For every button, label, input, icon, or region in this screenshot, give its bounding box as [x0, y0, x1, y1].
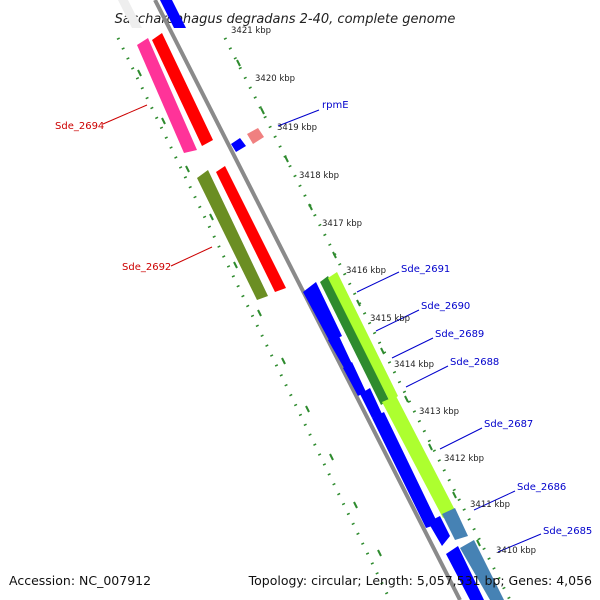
tick-label: 3415 kbp [370, 314, 410, 324]
gene-label-sde-2685: Sde_2685 [543, 526, 592, 537]
topology-text: Topology: circular; Length: 5,057,531 bp… [248, 573, 592, 588]
gene-label-sde-2688: Sde_2688 [450, 357, 499, 368]
tick-label: 3414 kbp [394, 360, 434, 370]
map-title: Saccharophagus degradans 2-40, complete … [115, 12, 456, 27]
cds-blue-1 [303, 282, 342, 342]
tick-label: 3413 kbp [419, 407, 459, 417]
major-tick-marks-right [236, 59, 481, 547]
gene-label-sde-2687: Sde_2687 [484, 419, 533, 430]
tick-label: 3410 kbp [496, 546, 536, 556]
cds-sde-2691-lime [328, 272, 398, 402]
gene-label-sde-2690: Sde_2690 [421, 301, 470, 312]
tick-label: 3421 kbp [231, 26, 271, 36]
cds-steel-1 [442, 508, 468, 540]
cds-blue-3 [343, 362, 366, 396]
cds-blue-4 [360, 388, 382, 418]
cds-red-lower [216, 166, 286, 292]
cds-sde-2694 [137, 38, 197, 153]
cds-steel-2 [460, 540, 504, 600]
cds-blue-7 [446, 546, 484, 600]
tick-label: 3420 kbp [255, 74, 295, 84]
cds-blue-5 [372, 412, 438, 528]
leader-sde-2694 [102, 104, 148, 125]
cds-sde-2692 [197, 170, 268, 300]
tick-label: 3411 kbp [470, 500, 510, 510]
tick-label: 3419 kbp [277, 123, 317, 133]
gene-label-sde-2691: Sde_2691 [401, 264, 450, 275]
gene-label-sde-2694: Sde_2694 [55, 121, 104, 132]
leader-rpme [277, 109, 320, 127]
gene-label-sde-2686: Sde_2686 [517, 482, 566, 493]
leader-sde-2690 [375, 309, 420, 332]
gene-label-sde-2689: Sde_2689 [435, 329, 484, 340]
leader-sde-2691 [356, 271, 400, 293]
leader-sde-2692 [170, 246, 213, 267]
cds-top-white [118, 0, 142, 28]
gene-label-rpme: rpmE [322, 100, 349, 111]
tick-label: 3412 kbp [444, 454, 484, 464]
gene-label-sde-2692: Sde_2692 [122, 262, 171, 273]
tick-label: 3417 kbp [322, 219, 362, 229]
leader-sde-2686 [473, 490, 516, 511]
leader-sde-2685 [497, 533, 542, 553]
inner-right-dot-track [223, 37, 512, 600]
major-tick-marks-left [137, 69, 382, 557]
leader-sde-2688 [405, 365, 449, 388]
leader-sde-2689 [391, 337, 434, 359]
cds-sde-2691-green [320, 276, 389, 405]
tick-label: 3416 kbp [346, 266, 386, 276]
tick-label: 3418 kbp [299, 171, 339, 181]
cds-lime-lower [382, 396, 456, 518]
leader-sde-2687 [439, 427, 483, 450]
cds-rpme [231, 138, 246, 152]
accession-text: Accession: NC_007912 [9, 573, 151, 588]
cds-top-blue [160, 0, 186, 28]
cds-salmon-small [247, 128, 264, 144]
cds-sde-2693 [152, 33, 213, 146]
cds-blue-6 [428, 516, 450, 546]
cds-blue-2 [328, 334, 352, 368]
